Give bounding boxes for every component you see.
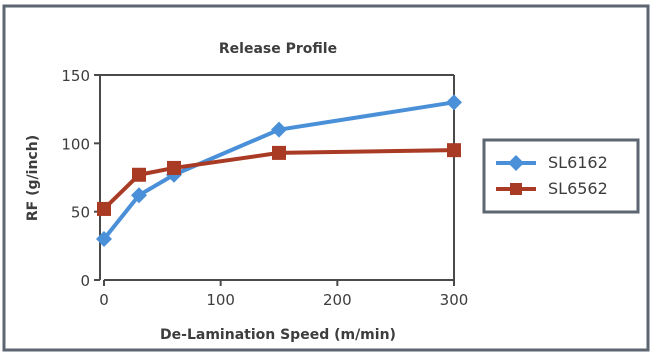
legend-label-sl6562: SL6562 [548,179,608,198]
data-point-sl6562 [447,143,461,158]
legend-marker-sl6162 [508,155,524,171]
chart-title: Release Profile [219,41,337,57]
y-tick-label: 100 [61,135,90,153]
y-tick-label: 0 [80,272,90,290]
y-tick-label: 150 [61,67,90,85]
x-tick-label: 0 [99,291,109,309]
x-axis-label: De-Lamination Speed (m/min) [160,327,396,343]
data-point-sl6562 [272,145,286,160]
x-tick-group: 0 100 200 300 [99,280,468,309]
series-group [96,94,462,247]
x-tick-label: 100 [206,291,235,309]
x-tick-label: 300 [440,291,469,309]
data-point-sl6162 [271,121,287,138]
y-axis-label: RF (g/inch) [25,135,41,221]
data-point-sl6162 [96,231,112,247]
y-tick-group: 0 50 100 150 [61,67,100,290]
legend: SL6162 SL6562 [482,138,640,214]
data-point-sl6562 [97,201,111,216]
x-tick-label: 200 [323,291,352,309]
data-point-sl6162 [131,187,147,204]
legend-marker-sl6562 [510,183,522,195]
data-point-sl6562 [167,160,181,175]
data-point-sl6562 [132,167,146,182]
legend-box [482,138,640,214]
data-point-sl6162 [446,94,462,111]
legend-label-sl6162: SL6162 [548,153,608,172]
y-tick-label: 50 [71,204,90,222]
